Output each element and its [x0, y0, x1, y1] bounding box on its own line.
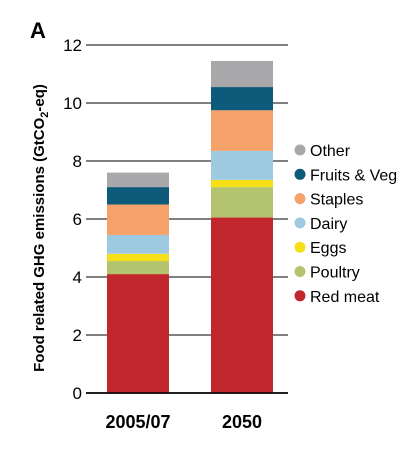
legend-swatch [294, 290, 306, 302]
bar-segment-eggs [211, 179, 273, 188]
bar-segment-staples [107, 204, 169, 235]
legend-swatch [294, 144, 306, 156]
bar-segment-dairy [211, 150, 273, 180]
panel-label: A [30, 18, 46, 43]
bar-segment-fruits-veg [107, 187, 169, 205]
y-tick-label: 6 [73, 210, 82, 229]
y-axis-label: Food related GHG emissions (GtCO2-eq) [31, 84, 51, 372]
legend: Other Fruits & Veg Staples Dairy Eggs Poultry… [294, 143, 397, 306]
y-tick-label: 0 [73, 384, 82, 403]
bar-segment-dairy [107, 234, 169, 254]
y-tick-label: 12 [63, 36, 82, 55]
bar-segment-other [107, 172, 169, 188]
x-axis-labels: 2005/07 2050 [105, 412, 262, 432]
bar-segment-red-meat [107, 274, 169, 393]
y-tick-label: 4 [73, 268, 82, 287]
legend-label: Red meat [310, 289, 380, 306]
legend-label: Other [310, 143, 351, 160]
bar-segment-staples [211, 110, 273, 151]
bar-segment-eggs [107, 253, 169, 262]
legend-swatch [294, 241, 306, 253]
legend-label: Staples [310, 192, 363, 209]
x-category-label: 2050 [222, 412, 262, 432]
legend-swatch [294, 168, 306, 180]
legend-label: Dairy [310, 216, 347, 233]
legend-swatch [294, 193, 306, 205]
y-tick-label: 10 [63, 94, 82, 113]
y-tick-label: 8 [73, 152, 82, 171]
bar-segment-red-meat [211, 217, 273, 393]
y-tick-label: 2 [73, 326, 82, 345]
bar-segment-poultry [211, 187, 273, 218]
legend-swatch [294, 266, 306, 277]
bar-segment-other [211, 60, 273, 88]
legend-label: Eggs [310, 240, 346, 257]
bar-segment-poultry [107, 261, 169, 275]
legend-label: Fruits & Veg [310, 167, 397, 184]
legend-swatch [294, 217, 306, 229]
legend-label: Poultry [310, 265, 360, 282]
y-axis: 0 2 4 6 8 10 12 [63, 36, 82, 403]
x-category-label: 2005/07 [105, 412, 170, 432]
bar-segment-fruits-veg [211, 87, 273, 111]
bars [86, 60, 288, 394]
